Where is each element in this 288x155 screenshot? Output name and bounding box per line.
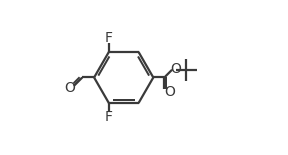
Text: F: F: [105, 31, 113, 45]
Text: O: O: [65, 81, 76, 95]
Text: O: O: [170, 62, 181, 76]
Text: O: O: [164, 85, 175, 99]
Text: F: F: [105, 110, 113, 124]
